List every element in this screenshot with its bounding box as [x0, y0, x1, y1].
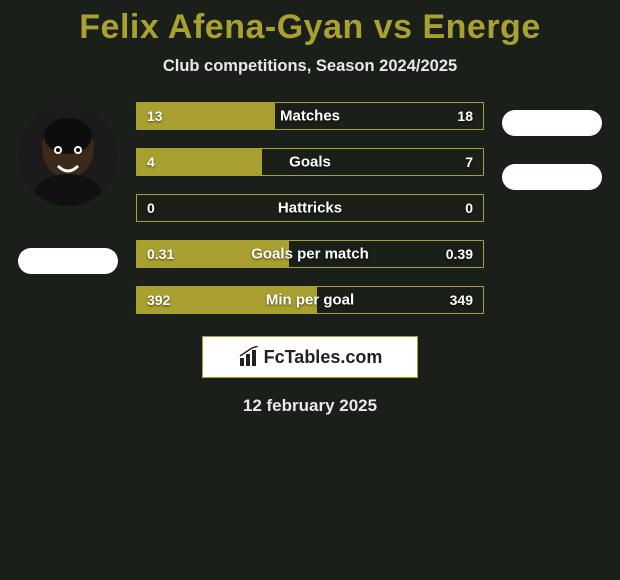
bar-value-right: 0.39: [446, 246, 473, 262]
date-text: 12 february 2025: [0, 396, 620, 416]
bar-value-left: 4: [147, 154, 155, 170]
bar-label: Goals: [289, 154, 331, 171]
bar-value-left: 392: [147, 292, 170, 308]
logo-text: FcTables.com: [264, 347, 383, 368]
comparison-row: 13 Matches 18 4 Goals 7 0 Hattricks 0 0.31 Goals p…: [0, 98, 620, 314]
bar-value-left: 0: [147, 200, 155, 216]
player-right-name-pill-2: [502, 164, 602, 190]
stat-bar-hattricks: 0 Hattricks 0: [136, 194, 484, 222]
bar-value-left: 0.31: [147, 246, 174, 262]
subtitle: Club competitions, Season 2024/2025: [0, 57, 620, 76]
fctables-logo: FcTables.com: [202, 336, 418, 378]
page-title: Felix Afena-Gyan vs Energe: [0, 8, 620, 47]
player-right-name-pill-1: [502, 110, 602, 136]
player-left-avatar: [18, 106, 118, 206]
bar-label: Matches: [280, 108, 340, 125]
avatar-icon: [18, 106, 118, 206]
bar-label: Goals per match: [251, 246, 369, 263]
stat-bar-matches: 13 Matches 18: [136, 102, 484, 130]
player-right-column: [502, 98, 602, 190]
stat-bar-goals-per-match: 0.31 Goals per match 0.39: [136, 240, 484, 268]
bar-value-right: 0: [465, 200, 473, 216]
bar-label: Min per goal: [266, 292, 354, 309]
bar-value-right: 7: [465, 154, 473, 170]
bar-chart-icon: [238, 346, 260, 368]
stat-bars: 13 Matches 18 4 Goals 7 0 Hattricks 0 0.31 Goals p…: [136, 98, 484, 314]
player-left-column: [18, 98, 118, 274]
bar-value-left: 13: [147, 108, 163, 124]
stat-bar-goals: 4 Goals 7: [136, 148, 484, 176]
bar-fill-left: [137, 149, 262, 175]
bar-label: Hattricks: [278, 200, 342, 217]
bar-value-right: 349: [450, 292, 473, 308]
stat-bar-min-per-goal: 392 Min per goal 349: [136, 286, 484, 314]
player-left-name-pill: [18, 248, 118, 274]
bar-value-right: 18: [457, 108, 473, 124]
